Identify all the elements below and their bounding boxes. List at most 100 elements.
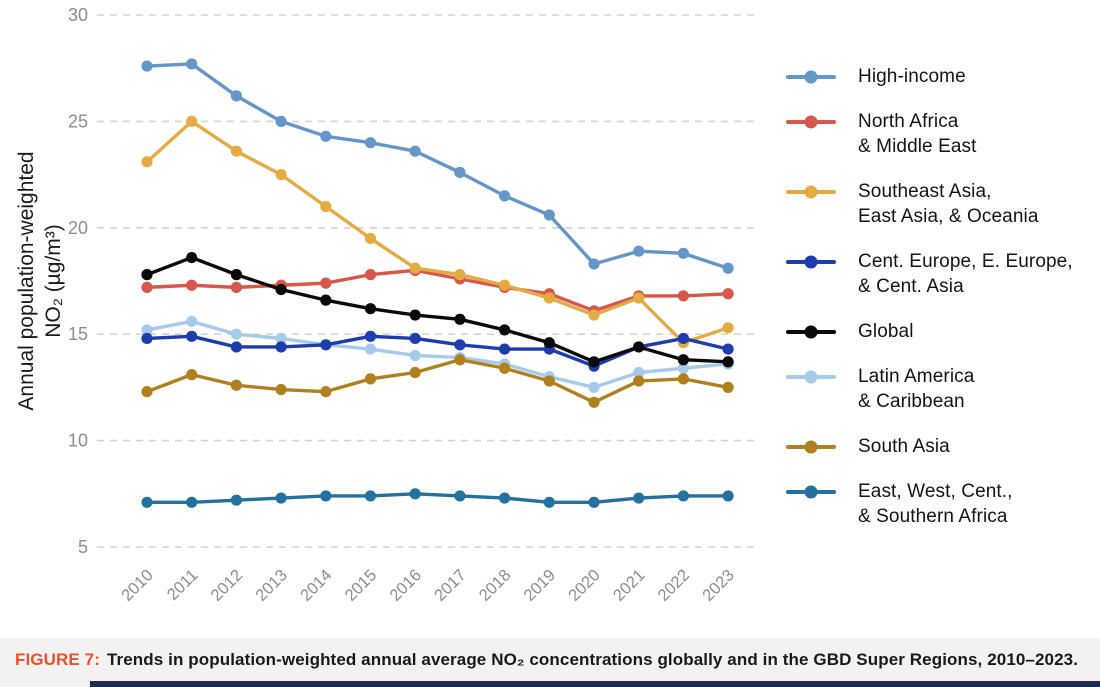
legend-item-south-asia: South Asia [786, 434, 1096, 459]
series-line [145, 358, 730, 404]
x-tick-label: 2015 [342, 566, 381, 605]
x-tick-label: 2020 [565, 566, 604, 605]
data-point [454, 339, 466, 351]
series-high-income [141, 58, 734, 274]
data-point [409, 349, 421, 362]
x-tick-label: 2022 [655, 566, 694, 605]
data-point [275, 332, 287, 345]
x-tick-label: 2017 [431, 566, 470, 605]
x-tick-label: 2011 [164, 566, 202, 604]
x-tick-label: 2018 [476, 566, 515, 605]
y-axis-label-line1: Annual population-weighted [15, 151, 38, 410]
data-point [275, 283, 287, 296]
data-point [722, 262, 734, 274]
legend-item-east-west-cent-southern-africa: East, West, Cent., & Southern Africa [786, 479, 1096, 529]
data-point [499, 324, 511, 336]
data-point [409, 145, 421, 157]
data-point [320, 339, 332, 351]
data-point [275, 115, 287, 127]
legend-swatch [786, 370, 836, 384]
legend-swatch [786, 255, 836, 269]
data-point [543, 496, 555, 508]
data-point [364, 330, 377, 342]
bottom-accent-bar [90, 681, 1100, 687]
data-point [409, 332, 421, 345]
data-point [230, 269, 242, 281]
data-point [588, 258, 600, 270]
data-point [230, 379, 242, 391]
data-point [141, 281, 153, 293]
series-southeast-asia-east-asia-oceania [141, 115, 734, 349]
data-point [588, 309, 600, 321]
data-point [186, 58, 198, 70]
data-point [633, 492, 645, 504]
data-point [320, 490, 332, 502]
legend-swatch [786, 70, 836, 84]
data-point [722, 288, 734, 300]
data-point [409, 309, 421, 321]
y-tick-label: 25 [68, 111, 88, 131]
data-point [275, 341, 287, 353]
legend-swatch [786, 115, 836, 129]
data-point [677, 362, 690, 374]
figure-caption-label: FIGURE 7: [15, 649, 100, 669]
data-point [364, 343, 377, 355]
legend-label: Latin America & Caribbean [858, 366, 975, 412]
data-point [499, 190, 511, 202]
legend-item-latin-america-caribbean: Latin America & Caribbean [786, 364, 1096, 414]
data-point [543, 209, 555, 221]
data-point [633, 341, 645, 353]
legend-item-southeast-asia-east-asia-oceania: Southeast Asia, East Asia, & Oceania [786, 179, 1096, 229]
data-point [454, 269, 466, 281]
data-point [364, 269, 377, 281]
data-point [320, 200, 332, 213]
data-point [454, 313, 466, 325]
y-tick-label: 20 [68, 218, 88, 238]
data-point [141, 156, 153, 168]
data-point [499, 279, 511, 291]
series-line [145, 119, 730, 345]
legend-swatch [786, 325, 836, 339]
data-point [499, 343, 511, 355]
y-tick-label: 30 [68, 5, 88, 25]
data-point [722, 356, 734, 368]
legend-label: High-income [858, 66, 966, 87]
data-point [320, 277, 332, 289]
data-point [409, 366, 421, 379]
legend-item-high-income: High-income [786, 64, 1096, 89]
x-tick-label: 2010 [118, 566, 157, 605]
legend-label: East, West, Cent., & Southern Africa [858, 481, 1013, 527]
data-point [588, 496, 600, 508]
data-point [722, 381, 734, 393]
data-point [186, 315, 198, 328]
x-tick-label: 2014 [297, 566, 336, 605]
data-point [499, 492, 511, 504]
legend-item-north-africa-middle-east: North Africa & Middle East [786, 109, 1096, 159]
y-axis-label-line2: NO₂ (µg/m³) [42, 224, 65, 338]
figure-caption: FIGURE 7: Trends in population-weighted … [0, 638, 1100, 687]
data-point [230, 90, 242, 102]
x-tick-label: 2013 [252, 566, 291, 605]
y-tick-label: 5 [78, 537, 88, 557]
data-point [230, 494, 242, 506]
data-point [364, 490, 377, 502]
data-point [320, 294, 332, 306]
legend-swatch [786, 440, 836, 454]
legend-label: Cent. Europe, E. Europe, & Cent. Asia [858, 251, 1073, 297]
data-point [677, 247, 690, 259]
data-point [677, 354, 690, 366]
series-line [145, 62, 730, 270]
legend-item-cent-europe-e-europe-cent-asia: Cent. Europe, E. Europe, & Cent. Asia [786, 249, 1096, 299]
data-point [275, 492, 287, 504]
x-tick-label: 2012 [208, 566, 247, 605]
data-point [141, 386, 153, 398]
x-tick-label: 2016 [386, 566, 425, 605]
data-point [454, 166, 466, 179]
series-line [145, 319, 730, 390]
data-point [141, 496, 153, 508]
data-point [588, 381, 600, 393]
legend-swatch [786, 485, 836, 499]
data-point [186, 115, 198, 127]
